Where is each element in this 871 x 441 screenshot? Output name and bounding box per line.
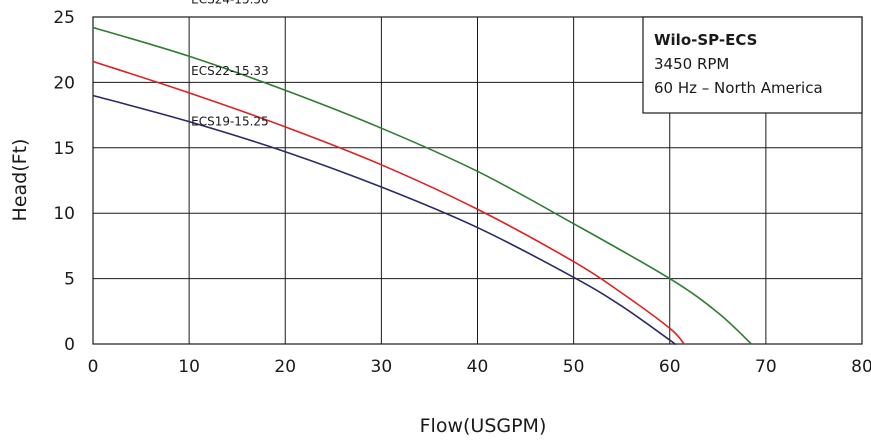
x-tick-label: 30	[371, 357, 393, 377]
x-tick-label: 50	[563, 357, 585, 377]
x-tick-label: 80	[851, 357, 871, 377]
series-line-ECS24-15.50	[92, 26, 753, 345]
series-label-ECS24-15.50: ECS24-15.50	[191, 0, 269, 6]
y-tick-labels: 0 5 10 15 20 25	[53, 8, 75, 355]
series-line-ECS22-15.33	[92, 60, 685, 345]
x-tick-label: 10	[178, 357, 200, 377]
legend-rpm: 3450 RPM	[654, 55, 729, 73]
x-tick-label: 60	[659, 357, 681, 377]
y-axis-title: Head(Ft)	[9, 139, 31, 222]
series-label-ECS22-15.33: ECS22-15.33	[191, 64, 269, 78]
legend-box: Wilo-SP-ECS 3450 RPM 60 Hz – North Ameri…	[642, 16, 863, 114]
series-labels: ECS24-15.50 ECS22-15.33 ECS19-15.25	[191, 0, 269, 129]
y-tick-label: 0	[64, 335, 75, 355]
y-tick-label: 25	[53, 8, 75, 28]
x-tick-label: 20	[274, 357, 296, 377]
x-tick-label: 70	[755, 357, 777, 377]
legend-frequency-region: 60 Hz – North America	[654, 79, 823, 97]
x-axis-title: Flow(USGPM)	[420, 415, 547, 437]
plot-frame	[92, 16, 863, 345]
x-tick-label: 0	[88, 357, 99, 377]
y-tick-label: 15	[53, 139, 75, 159]
series-line-ECS19-15.25	[92, 94, 676, 345]
y-tick-label: 20	[53, 73, 75, 93]
legend-title: Wilo-SP-ECS	[654, 31, 757, 49]
series-lines	[92, 26, 753, 345]
x-tick-label: 40	[467, 357, 489, 377]
legend-frame	[642, 16, 863, 114]
y-tick-label: 5	[64, 270, 75, 290]
series-label-ECS19-15.25: ECS19-15.25	[191, 115, 269, 129]
y-tick-label: 10	[53, 204, 75, 224]
x-tick-labels: 0 10 20 30 40 50 60 70 80	[88, 357, 871, 377]
